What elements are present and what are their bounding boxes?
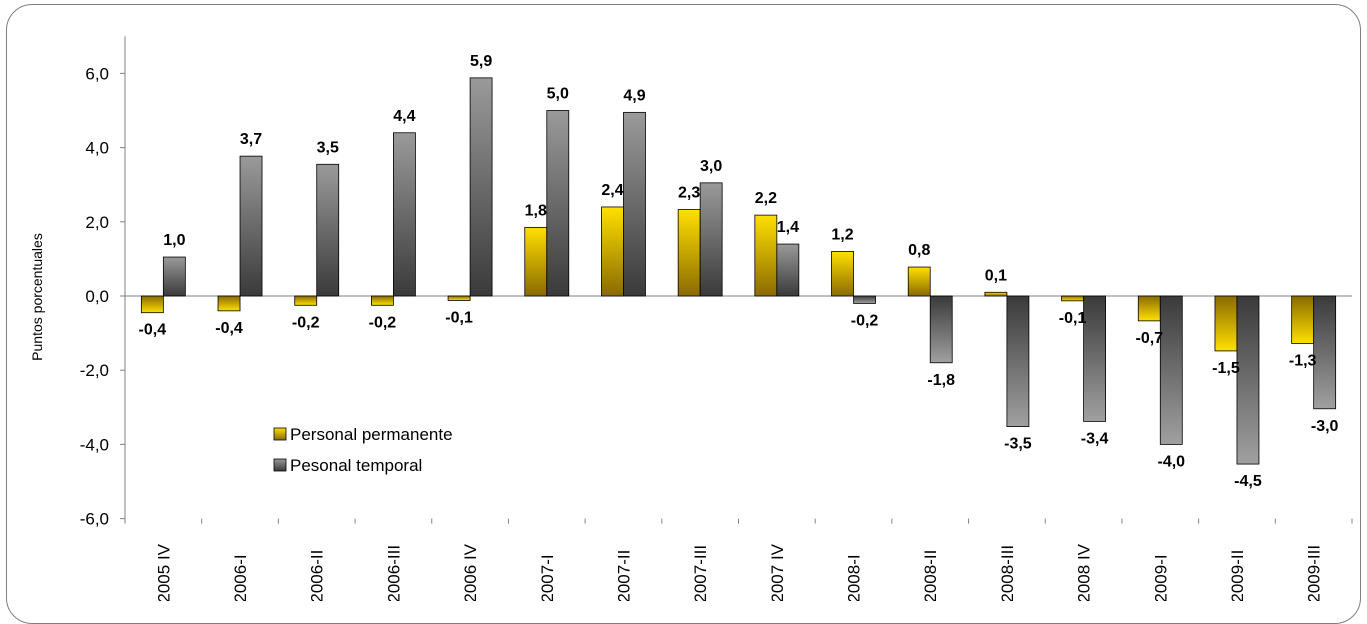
x-tick-label: 2007-III xyxy=(691,545,710,601)
legend-label-temporal: Pesonal temporal xyxy=(290,456,422,475)
data-label-permanente: -1,3 xyxy=(1289,352,1317,369)
bar-permanente xyxy=(1137,295,1161,322)
data-label-permanente: -0,1 xyxy=(445,309,473,326)
bar-temporal xyxy=(853,295,876,304)
bar-permanente xyxy=(217,295,241,312)
data-label-temporal: 3,5 xyxy=(317,139,339,156)
legend-swatch-temporal xyxy=(273,458,287,472)
x-tick-label: 2007 IV xyxy=(768,543,787,601)
data-label-permanente: 2,4 xyxy=(601,182,623,199)
data-label-permanente: -1,5 xyxy=(1212,360,1240,377)
data-label-permanente: 1,2 xyxy=(831,226,853,243)
y-tick-label: 2,0 xyxy=(85,213,109,232)
data-label-permanente: -0,2 xyxy=(369,314,397,331)
bar-temporal xyxy=(1159,295,1183,445)
bar-permanente xyxy=(1061,295,1084,302)
bar-temporal xyxy=(239,155,263,297)
bar-temporal xyxy=(1083,295,1106,422)
data-label-temporal: 4,9 xyxy=(623,87,645,104)
bar-permanente xyxy=(601,206,624,297)
data-label-temporal: 5,9 xyxy=(470,53,492,70)
bar-temporal xyxy=(623,111,646,297)
legend-swatch-permanente xyxy=(273,427,287,441)
data-label-permanente: -0,4 xyxy=(215,320,243,337)
x-tick-label: 2007-II xyxy=(614,550,633,601)
data-label-permanente: 2,2 xyxy=(755,190,777,207)
x-tick-label: 2006 IV xyxy=(461,543,480,601)
data-label-temporal: -1,8 xyxy=(927,372,955,389)
x-tick-label: 2008-III xyxy=(998,545,1017,601)
x-tick-label: 2008-II xyxy=(921,550,940,601)
x-tick-label: 2006-I xyxy=(231,554,250,601)
bar-temporal xyxy=(699,182,723,297)
data-label-permanente: -0,1 xyxy=(1059,310,1087,327)
data-label-temporal: -4,0 xyxy=(1157,453,1185,470)
x-tick-label: 2006-III xyxy=(384,545,403,601)
bar-permanente xyxy=(677,209,701,297)
data-label-permanente: -0,7 xyxy=(1135,330,1163,347)
bar-permanente xyxy=(294,295,318,306)
bar-chart: -6,0 -4,0 -2,0 0,0 2,0 4,0 6,0 -0,4 1,0 -0,4 3,7 -… xyxy=(29,36,1353,601)
data-label-temporal: -4,5 xyxy=(1234,473,1262,490)
bar-temporal xyxy=(393,132,416,297)
y-tick-label: -2,0 xyxy=(80,361,109,380)
data-label-temporal: 3,0 xyxy=(700,158,722,175)
bar-permanente xyxy=(754,214,778,297)
x-tick-label: 2008 IV xyxy=(1075,543,1094,601)
x-tick-label: 2007-I xyxy=(538,554,557,601)
legend-label-permanente: Personal permanente xyxy=(290,425,453,444)
bar-temporal xyxy=(316,163,340,297)
y-tick-label: 0,0 xyxy=(85,287,109,306)
data-label-temporal: 1,0 xyxy=(163,232,185,249)
legend: Personal permanente Pesonal temporal xyxy=(273,425,453,475)
data-label-permanente: -0,4 xyxy=(139,322,167,339)
x-tick-label: 2009-II xyxy=(1228,550,1247,601)
bar-permanente xyxy=(907,266,931,297)
y-tick-label: -6,0 xyxy=(80,510,109,529)
y-tick-label: -4,0 xyxy=(80,435,109,454)
bar-temporal xyxy=(1313,295,1337,410)
data-label-permanente: 1,8 xyxy=(525,202,547,219)
bar-permanente xyxy=(371,295,394,306)
bar-temporal xyxy=(1006,295,1030,427)
bar-permanente xyxy=(1214,295,1238,352)
data-label-temporal: -3,4 xyxy=(1081,430,1109,447)
data-label-permanente: -0,2 xyxy=(292,314,320,331)
y-tick-label: 6,0 xyxy=(85,64,109,83)
bar-permanente xyxy=(447,295,471,301)
data-label-temporal: -3,0 xyxy=(1311,418,1339,435)
x-tick-label: 2005 IV xyxy=(154,543,173,601)
x-tick-label: 2009-III xyxy=(1305,545,1324,601)
data-label-permanente: 2,3 xyxy=(678,185,700,202)
bar-temporal xyxy=(546,110,570,297)
data-label-temporal: 1,4 xyxy=(777,219,799,236)
bar-permanente xyxy=(1291,295,1315,344)
bar-permanente xyxy=(524,226,548,297)
data-label-permanente: 0,8 xyxy=(908,242,930,259)
bar-permanente xyxy=(831,251,854,297)
data-label-permanente: 0,1 xyxy=(985,267,1007,284)
data-label-temporal: 3,7 xyxy=(240,131,262,148)
bar-temporal xyxy=(162,256,186,297)
data-label-temporal: -0,2 xyxy=(851,312,879,329)
bar-temporal xyxy=(929,295,953,364)
data-label-temporal: 5,0 xyxy=(547,86,569,103)
x-tick-label: 2008-I xyxy=(845,554,864,601)
bar-permanente xyxy=(140,295,164,314)
bar-temporal xyxy=(776,243,800,297)
data-label-temporal: 4,4 xyxy=(393,108,415,125)
bar-temporal xyxy=(1236,295,1260,465)
y-axis-label: Puntos porcentuales xyxy=(29,233,45,361)
bar-temporal xyxy=(469,77,493,297)
data-label-temporal: -3,5 xyxy=(1004,436,1032,453)
bar-permanente xyxy=(984,291,1008,297)
y-tick-label: 4,0 xyxy=(85,139,109,158)
x-tick-label: 2009-I xyxy=(1151,554,1170,601)
x-tick-label: 2006-II xyxy=(308,550,327,601)
